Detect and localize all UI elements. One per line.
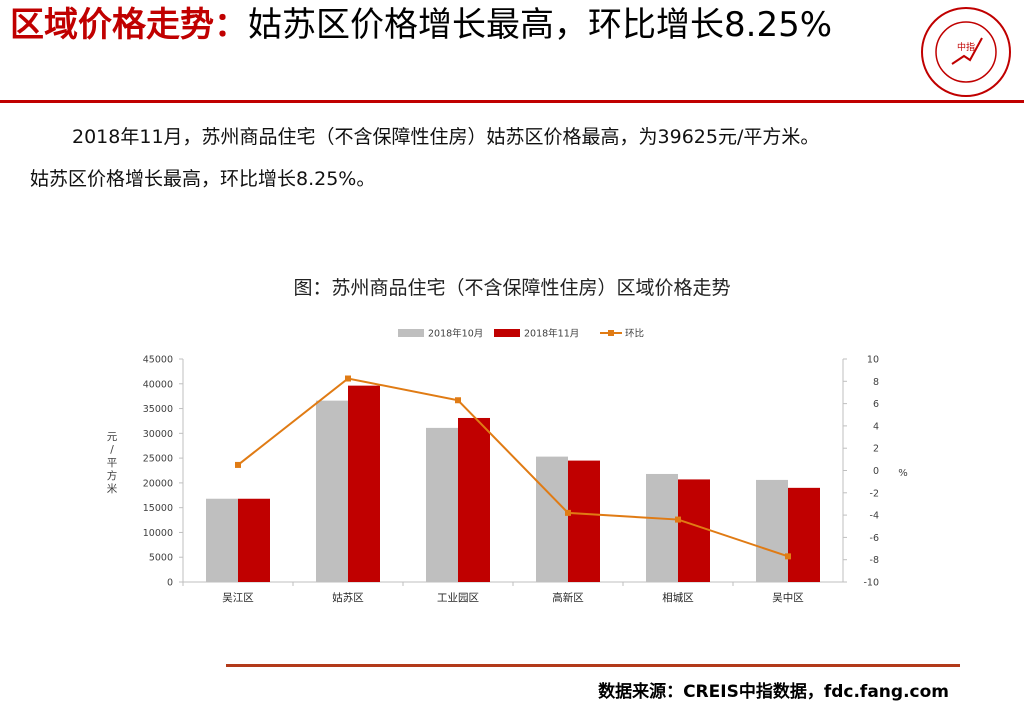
y2-tick-label: -4 [870,511,879,522]
point-huanbi [675,516,681,523]
summary-text: 2018年11月，苏州商品住宅（不含保障性住房）姑苏区价格最高，为39625元/… [30,116,1000,200]
x-tick-label: 高新区 [552,591,584,604]
bar-nov [238,498,270,582]
point-huanbi [235,461,241,468]
y2-tick-label: 6 [873,399,879,410]
y-tick-label: 10000 [143,528,173,539]
bar-nov [568,460,600,582]
legend-marker [608,330,614,336]
y2-tick-label: -2 [870,488,879,499]
y-tick-label: 45000 [143,355,173,366]
y-tick-label: 20000 [143,478,173,489]
y2-tick-label: -6 [870,533,879,544]
y2-tick-label: 8 [873,377,879,388]
bar-nov [678,479,710,582]
legend-label: 2018年11月 [524,328,579,340]
footer-divider [226,664,960,667]
y-tick-label: 0 [167,578,173,589]
bar-oct [206,498,238,582]
y2-tick-label: 4 [873,421,879,432]
point-huanbi [345,375,351,382]
point-huanbi [785,553,791,560]
page-title: 区域价格走势：姑苏区价格增长最高，环比增长8.25% [10,2,910,48]
y-tick-label: 5000 [149,553,173,564]
x-tick-label: 工业园区 [437,592,479,604]
bar-nov [348,385,380,582]
point-huanbi [455,397,461,404]
logo-center-text: 中指 [957,41,975,53]
x-tick-label: 吴中区 [772,591,804,604]
y-tick-label: 35000 [143,404,173,415]
china-index-academy-logo: 中指 [921,7,1011,97]
chart-caption: 图：苏州商品住宅（不含保障性住房）区域价格走势 [293,277,731,299]
y-axis-label-char: 米 [107,482,118,495]
bar-nov [458,417,490,582]
y2-tick-label: 2 [873,444,879,455]
y-axis-label-char: 方 [107,469,118,482]
point-huanbi [565,509,571,516]
legend-swatch [494,329,520,337]
x-tick-label: 姑苏区 [332,591,364,604]
line-huanbi [237,377,789,558]
data-source: 数据来源：CREIS中指数据，fdc.fang.com [598,682,949,702]
bar-oct [756,479,788,582]
y2-tick-label: -10 [863,578,879,589]
title-highlight: 区域价格走势： [10,5,248,45]
title-rest: 姑苏区价格增长最高，环比增长8.25% [248,5,833,45]
y2-axis-label: % [898,468,908,479]
y-axis-label-char: 平 [107,457,118,469]
bar-oct [426,427,458,582]
bar-oct [316,400,348,582]
bar-oct [646,473,678,582]
y-tick-label: 15000 [143,503,173,514]
y-tick-label: 40000 [143,379,173,390]
y-tick-label: 30000 [143,429,173,440]
summary-paragraph-2: 姑苏区价格增长最高，环比增长8.25%。 [30,168,376,190]
y2-tick-label: -8 [870,555,879,566]
y2-tick-label: 0 [873,466,879,477]
x-tick-label: 吴江区 [222,592,254,604]
header-divider [0,100,1024,103]
y-axis-label-char: / [110,444,114,456]
bar-oct [536,456,568,582]
legend-swatch [398,329,424,337]
y2-tick-label: 10 [867,355,879,366]
bar-nov [788,487,820,582]
y-tick-label: 25000 [143,454,173,465]
legend-label: 2018年10月 [428,328,483,340]
y-axis-label-char: 元 [107,431,118,443]
legend-label: 环比 [625,328,644,340]
x-tick-label: 相城区 [662,591,694,604]
summary-paragraph-1: 2018年11月，苏州商品住宅（不含保障性住房）姑苏区价格最高，为39625元/… [72,126,820,148]
